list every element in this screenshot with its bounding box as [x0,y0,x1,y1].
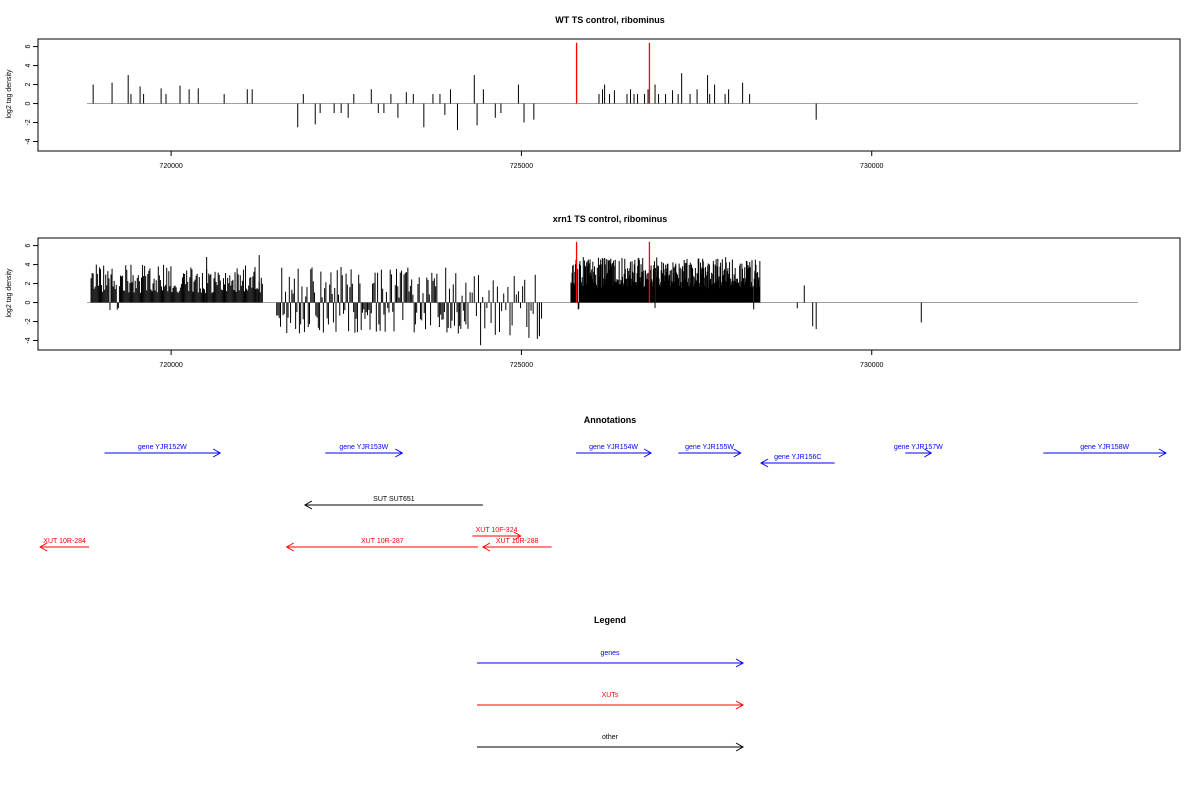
annotation-feature: gene YJR155W [678,444,742,458]
xrn1-plot-frame [37,237,1181,351]
annotation-feature: gene YJR154W [576,444,653,458]
annotation-feature-arrowhead [39,542,48,552]
annotation-feature: gene YJR156C [760,454,835,468]
legend-items: genes XUTs other [477,650,745,752]
annotation-feature-label: gene YJR157W [894,444,943,451]
annotation-feature-arrowhead [395,448,404,458]
annotation-feature: XUT 10R-288 [481,538,552,552]
wt-data-bars [87,42,1138,131]
wt-y-tick-label: 6 [25,45,32,49]
annotation-features: gene YJR152W gene YJR153W gene YJR154W gene… [39,444,1167,552]
legend-item-arrowhead [735,700,745,710]
annotation-feature-label: gene YJR152W [138,444,187,451]
legend-title: Legend [594,615,626,625]
annotation-feature-arrowhead [285,542,294,552]
annotation-feature: XUT 10F-324 [472,527,522,541]
xrn1-x-tick-label: 725000 [510,362,533,369]
wt-y-axis-label: log2 tag density [6,69,13,119]
annotation-feature-arrowhead [643,448,653,458]
xrn1-y-tick-label: -4 [25,337,32,343]
annotation-feature: gene YJR157W [894,444,943,458]
annotation-feature: gene YJR153W [325,444,404,458]
xrn1-x-tick-label: 720000 [159,362,182,369]
wt-x-tick-label: 730000 [860,163,883,170]
annotation-feature-label: gene YJR158W [1080,444,1129,451]
wt-x-tick-label: 725000 [510,163,533,170]
xrn1-y-tick-label: -2 [25,318,32,324]
annotation-feature-label: XUT 10R-288 [496,538,539,545]
annotation-feature-arrowhead [212,448,222,458]
annotations-panel: Annotations gene YJR152W gene YJR153W gene… [39,415,1167,552]
wt-y-tick-label: 4 [25,64,32,68]
wt-x-tick-label: 720000 [159,163,182,170]
annotation-feature: XUT 10R-287 [285,538,478,552]
xrn1-data-bars [87,241,1138,346]
xrn1-track-panel: xrn1 TS control, ribominus log2 tag dens… [6,214,1181,369]
annotation-feature: XUT 10R-284 [39,538,90,552]
wt-y-tick-label: 2 [25,83,32,87]
annotation-feature-arrowhead [1158,448,1167,458]
wt-plot-frame [37,38,1181,152]
annotation-feature-arrowhead [733,448,742,458]
annotation-feature-label: XUT 10R-284 [43,538,86,545]
legend-item-arrowhead [735,658,745,668]
wt-y-tick-label: -4 [25,138,32,144]
annotation-feature-label: XUT 10R-287 [361,538,404,545]
legend-panel: Legend genes XUTs other [477,615,745,752]
annotation-feature-arrowhead [924,448,933,458]
xrn1-x-tick-label: 730000 [860,362,883,369]
legend-item: genes [477,650,745,668]
annotation-feature: gene YJR152W [104,444,222,458]
xrn1-track-title: xrn1 TS control, ribominus [553,214,668,224]
annotation-feature: gene YJR158W [1043,444,1167,458]
legend-item: other [477,734,745,752]
wt-y-axis: -4 -2 0 2 4 6 [25,45,38,145]
xrn1-y-axis: -4 -2 0 2 4 6 [25,244,38,344]
xrn1-y-axis-label: log2 tag density [6,268,13,318]
legend-item-label: other [602,734,619,741]
annotation-feature-arrowhead [513,531,522,541]
annotations-title: Annotations [584,415,637,425]
xrn1-y-tick-label: 2 [25,282,32,286]
annotation-feature-label: XUT 10F-324 [476,527,518,534]
annotation-feature-label: gene YJR156C [774,454,821,461]
xrn1-x-axis: 720000 725000 730000 [159,350,884,369]
wt-track-panel: WT TS control, ribominus log2 tag densit… [6,15,1181,170]
legend-item: XUTs [477,692,745,710]
xrn1-y-tick-label: 6 [25,244,32,248]
annotation-feature: SUT SUT651 [303,496,483,510]
wt-y-tick-label: 0 [25,101,32,105]
legend-item-label: XUTs [602,692,619,699]
annotation-feature-label: gene YJR155W [685,444,734,451]
legend-item-arrowhead [735,742,745,752]
wt-x-axis: 720000 725000 730000 [159,151,884,170]
annotation-feature-label: gene YJR154W [589,444,638,451]
annotation-feature-arrowhead [481,542,491,552]
legend-item-label: genes [600,650,620,657]
annotation-feature-arrowhead [760,458,769,468]
annotation-feature-arrowhead [303,500,313,510]
wt-track-title: WT TS control, ribominus [555,15,665,25]
xrn1-y-tick-label: 0 [25,300,32,304]
wt-y-tick-label: -2 [25,119,32,125]
xrn1-y-tick-label: 4 [25,263,32,267]
annotation-feature-label: gene YJR153W [339,444,388,451]
annotation-feature-label: SUT SUT651 [373,496,415,503]
